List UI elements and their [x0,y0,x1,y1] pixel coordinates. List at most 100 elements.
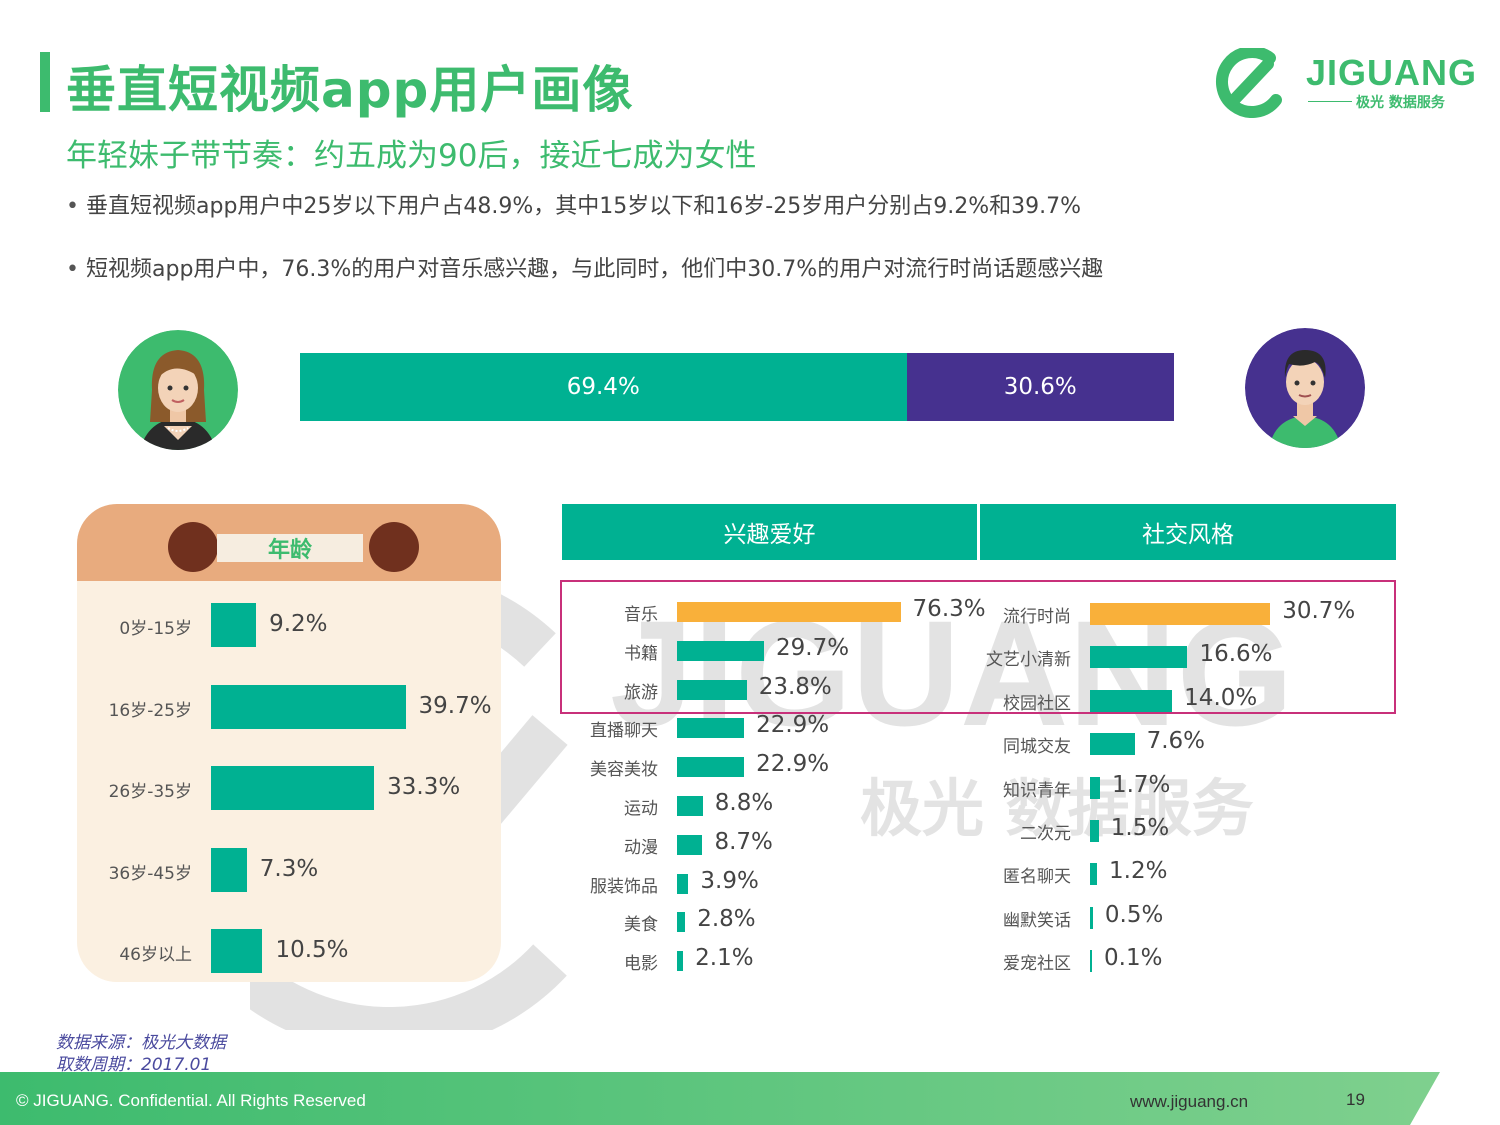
social-column-header: 社交风格 [980,504,1396,560]
bar-value-label: 2.1% [695,945,754,972]
data-source: 数据来源：极光大数据 [56,1033,226,1053]
bar [1090,863,1098,886]
bar-category-label: 36岁-45岁 [108,863,192,884]
footer-url[interactable]: www.jiguang.cn [1130,1092,1249,1111]
bar [1090,906,1093,929]
bar [211,847,247,892]
bar-category-label: 直播聊天 [590,721,658,742]
bar-value-label: 29.7% [776,634,850,661]
page-subtitle: 年轻妹子带节奏：约五成为90后，接近七成为女性 [66,138,757,174]
bar-value-label: 1.2% [1109,858,1168,885]
bar-value-label: 10.5% [275,937,349,963]
bar-category-label: 音乐 [624,605,658,625]
bar [211,766,375,810]
bar [677,912,686,933]
bar-category-label: 幽默笑话 [1003,910,1071,931]
bar-category-label: 流行时尚 [1003,607,1071,627]
page-number: 19 [1346,1090,1365,1109]
bar [211,603,257,647]
bar [211,684,406,729]
bar-category-label: 26岁-35岁 [108,782,192,802]
bar [1090,733,1135,756]
binder-ring-right-icon [369,522,419,572]
bar [1090,820,1099,842]
bar-value-label: 2.8% [697,906,756,933]
footer-band [0,1072,1440,1125]
bar-category-label: 美容美妆 [590,760,658,781]
age-chart-card: 年龄 [77,504,501,982]
bar-value-label: 39.7% [418,692,492,719]
bar [211,929,263,973]
bullet-1-text: 垂直短视频app用户中25岁以下用户占48.9%，其中15岁以下和16岁-25岁… [86,194,1081,219]
bar-category-label: 美食 [624,915,658,936]
bar-category-label: 电影 [624,954,658,975]
bar [1090,689,1173,712]
bar-category-label: 动漫 [624,837,658,858]
bar-category-label: 旅游 [624,682,658,703]
bar-category-label: 书籍 [624,643,658,664]
bar [677,796,703,816]
bar-category-label: 0岁-15岁 [119,619,192,639]
gender-bar-male: 30.6% [906,353,1174,421]
gender-female-value: 69.4% [566,374,640,400]
bar [677,718,745,739]
gender-stacked-bar: 69.4% 30.6% [300,353,1174,421]
bar-value-label: 7.6% [1146,728,1206,755]
bar-category-label: 同城交友 [1003,737,1071,758]
bar-category-label: 匿名聊天 [1003,867,1071,888]
bullet-2-text: 短视频app用户中，76.3%的用户对音乐感兴趣，与此同时，他们中30.7%的用… [86,257,1104,282]
bar-category-label: 知识青年 [1003,780,1071,801]
bar-value-label: 1.7% [1111,771,1171,798]
bar [1090,603,1271,625]
female-avatar-icon [118,330,238,450]
bar-value-label: 30.7% [1282,598,1356,624]
logo-divider [1308,101,1352,102]
jiguang-logo-icon [1216,48,1282,118]
bar-category-label: 校园社区 [1003,693,1071,714]
bar-value-label: 16.6% [1199,641,1273,668]
bar-value-label: 1.5% [1110,815,1170,841]
bar-value-label: 8.7% [714,828,773,855]
binder-ring-left-icon [168,522,218,572]
logo-subtitle: 极光 数据服务 [1356,95,1445,111]
page-title: 垂直短视频app用户画像 [66,61,634,119]
bar-category-label: 服装饰品 [590,876,658,897]
bar [1090,950,1092,973]
logo-wordmark: JIGUANG [1306,52,1478,93]
bar-category-label: 文艺小清新 [986,650,1071,671]
bar-value-label: 22.9% [756,751,830,778]
bar-value-label: 7.3% [259,855,319,882]
bar-value-label: 76.3% [912,596,986,622]
bar-category-label: 运动 [624,799,658,819]
male-avatar-icon [1245,328,1365,448]
bar [677,873,689,894]
age-chart-title: 年龄 [267,538,312,563]
bar-value-label: 0.1% [1104,945,1163,972]
bar [677,679,747,700]
bar [677,834,703,855]
bar-value-label: 22.9% [756,712,830,739]
bar-value-label: 0.5% [1104,901,1164,928]
bar-category-label: 爱宠社区 [1003,954,1071,975]
highlight-frame [560,580,1396,714]
bar-value-label: 9.2% [269,611,328,637]
bar-value-label: 23.8% [758,673,832,700]
data-period: 取数周期：2017.01 [56,1055,212,1075]
bar [677,602,901,622]
gender-bar-female: 69.4% [300,353,907,421]
bar [677,951,684,972]
interest-column-header: 兴趣爱好 [562,504,977,560]
bar [1090,646,1188,669]
bar-category-label: 46岁以上 [119,945,192,965]
bar-category-label: 16岁-25岁 [108,700,192,721]
footer-copyright: © JIGUANG. Confidential. All Rights Rese… [16,1091,366,1110]
bar-value-label: 3.9% [700,867,759,894]
bullet-2: • 短视频app用户中，76.3%的用户对音乐感兴趣，与此同时，他们中30.7%的… [66,257,1104,282]
title-accent-bar [40,52,50,112]
bar-value-label: 33.3% [387,774,461,800]
bullet-1: • 垂直短视频app用户中25岁以下用户占48.9%，其中15岁以下和16岁-25… [66,194,1081,219]
age-title-plate [217,534,363,562]
bar-value-label: 8.8% [714,790,774,816]
bar [677,757,745,778]
bar [677,640,765,661]
